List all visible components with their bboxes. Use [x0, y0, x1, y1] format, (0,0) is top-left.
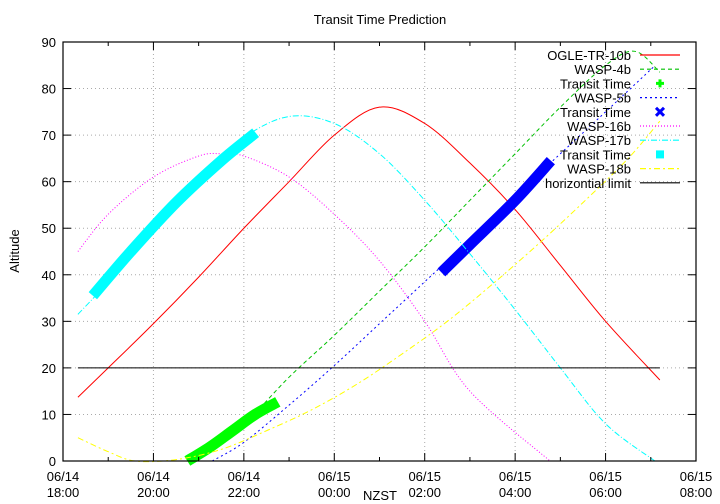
y-tick-label: 80 — [42, 82, 56, 97]
plus-marker-icon — [656, 79, 664, 88]
legend-label: WASP-17b — [567, 133, 631, 148]
y-tick-label: 50 — [42, 221, 56, 236]
x-tick-date: 06/15 — [499, 469, 532, 484]
square-marker-icon — [656, 150, 664, 159]
x-tick-date: 06/14 — [228, 469, 261, 484]
x-tick-date: 06/15 — [318, 469, 351, 484]
x-tick-date: 06/15 — [408, 469, 441, 484]
x-tick-time: 22:00 — [228, 485, 261, 500]
y-tick-label: 0 — [49, 454, 56, 469]
y-tick-label: 20 — [42, 361, 56, 376]
legend-label: WASP-4b — [574, 62, 631, 77]
legend-label: Transit Time — [560, 105, 631, 120]
x-tick-time: 04:00 — [499, 485, 532, 500]
legend-label: WASP-16b — [567, 119, 631, 134]
legend-label: WASP-5b — [574, 91, 631, 106]
x-axis-label: NZST — [363, 488, 397, 503]
series-transit-time-markers — [184, 397, 281, 466]
series-transit-time-markers — [88, 128, 260, 300]
y-tick-label: 60 — [42, 175, 56, 190]
y-tick-label: 10 — [42, 407, 56, 422]
x-tick-date: 06/14 — [137, 469, 170, 484]
x-tick-time: 00:00 — [318, 485, 351, 500]
series-transit-time-markers — [437, 157, 555, 277]
legend-label: horizontial limit — [545, 176, 631, 191]
y-tick-label: 90 — [42, 35, 56, 50]
y-tick-label: 40 — [42, 268, 56, 283]
data-series — [77, 50, 661, 466]
y-tick-label: 70 — [42, 128, 56, 143]
y-axis-label: Altitude — [7, 229, 22, 272]
axis-ticks: 010203040506070809006/1418:0006/1420:000… — [42, 35, 713, 500]
x-tick-time: 02:00 — [408, 485, 441, 500]
x-tick-date: 06/15 — [680, 469, 713, 484]
x-tick-date: 06/14 — [47, 469, 80, 484]
y-tick-label: 30 — [42, 314, 56, 329]
legend-label: Transit Time — [560, 147, 631, 162]
legend-label: OGLE-TR-10b — [547, 48, 631, 63]
x-tick-time: 08:00 — [680, 485, 713, 500]
x-tick-time: 20:00 — [137, 485, 170, 500]
legend-label: Transit Time — [560, 76, 631, 91]
x-tick-time: 18:00 — [47, 485, 80, 500]
legend-label: WASP-18b — [567, 162, 631, 177]
chart-title: Transit Time Prediction — [314, 12, 446, 27]
series-wasp-4b-line — [193, 50, 661, 462]
cross-marker-icon — [654, 106, 666, 117]
x-tick-date: 06/15 — [589, 469, 622, 484]
x-tick-time: 06:00 — [589, 485, 622, 500]
series-ogle-tr-10b-line — [77, 106, 661, 398]
series-wasp-18b-line — [77, 120, 661, 463]
